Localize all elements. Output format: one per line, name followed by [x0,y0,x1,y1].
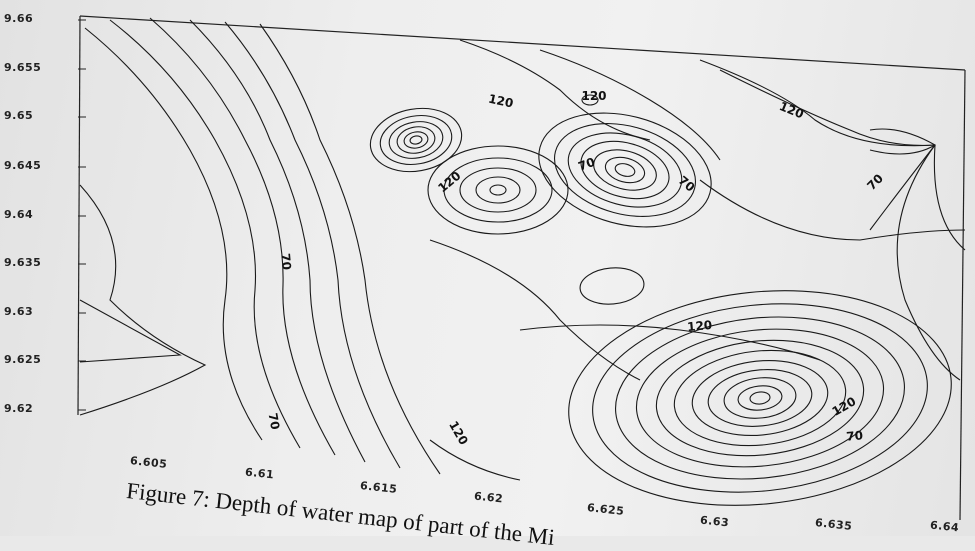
plot-right-edge [959,69,966,521]
contour-line [719,69,936,146]
contour-ring [655,339,865,457]
contour-line [429,239,641,381]
contour-ring [592,303,928,493]
contour-line [699,179,966,241]
contour-label: 120 [687,318,713,334]
contour-line [519,324,821,361]
contour-ring [580,140,670,200]
contour-ring [409,135,423,145]
contour-label: 120 [581,89,606,103]
contour-label: 70 [266,412,283,431]
contour-ring [427,145,569,235]
contour-ring [579,267,645,305]
contour-ring [723,377,797,419]
contour-line [699,59,936,147]
contour-ring [749,391,771,405]
y-tick-label: 9.64 [4,208,34,221]
contour-ring [403,131,429,149]
contour-ring [581,94,599,106]
contour-ring [673,349,847,447]
contour-ring [553,123,697,217]
contour-sweep [224,21,401,469]
y-tick-label: 9.645 [4,159,42,172]
y-tick-label: 9.66 [4,12,34,25]
contour-ring [615,316,905,480]
y-tick-label: 9.65 [4,109,34,122]
contour-label: 70 [278,253,293,271]
contour-label: 120 [446,419,471,448]
contour-ring [475,176,521,204]
contour-line [459,39,651,141]
contour-line [896,144,961,381]
contour-ring [635,328,885,468]
contour-label: 120 [435,169,463,196]
contour-sweep [149,17,336,456]
contour-line [79,299,182,363]
contour-label: 120 [777,99,805,121]
contour-line [869,144,936,231]
y-tick-label: 9.655 [4,61,42,74]
contour-ring [593,149,657,191]
contour-ring [737,385,783,411]
plot-top-edge [79,15,966,71]
contour-label: 70 [864,171,886,193]
contour-label: 70 [846,428,864,443]
contour-ring [396,126,436,154]
y-tick-label: 9.62 [4,402,34,415]
contour-sweep [259,23,441,475]
contour-ring [568,290,952,506]
contour-ring [538,112,712,228]
contour-line [539,49,721,161]
contour-ring [604,156,646,184]
contour-label: 120 [487,92,514,111]
contour-ring [489,184,507,196]
contour-ring [379,115,453,165]
contour-label: 70 [576,155,596,174]
contour-sweep [84,27,263,441]
contour-ring [459,167,537,213]
plot-frame [77,15,966,521]
y-tick-label: 9.625 [4,353,42,366]
y-tick-label: 9.63 [4,305,34,318]
contour-ring [614,163,636,177]
contour-ring [691,359,829,437]
contour-lines [79,17,966,506]
contour-sweep [109,19,301,449]
contour-ring [369,107,463,173]
contour-line [429,439,521,481]
y-tick-label: 9.635 [4,256,42,269]
contour-ring [707,369,813,427]
contour-line [869,128,937,155]
contour-ring [388,121,444,159]
contour-sweep [189,19,366,463]
contour-ring [443,157,553,223]
contour-line [933,144,966,251]
contour-line [79,184,207,416]
